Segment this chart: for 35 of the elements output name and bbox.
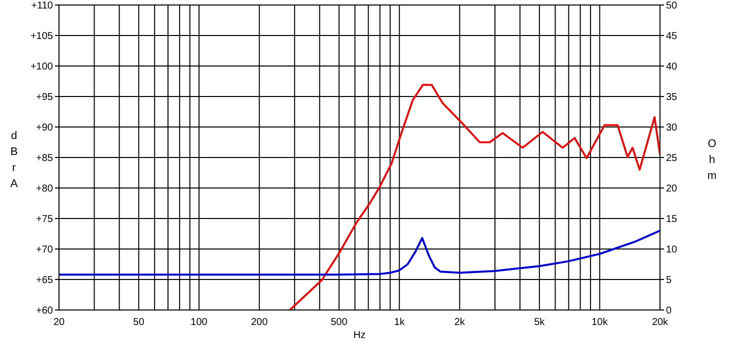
x-tick-label: 20k — [652, 317, 670, 328]
y-tick-label: +65 — [36, 275, 54, 286]
y-tick-label: +80 — [36, 184, 54, 195]
y-tick-label: +95 — [36, 92, 54, 104]
x-tick-label: 10k — [592, 317, 609, 328]
y-tick-label: +75 — [36, 214, 54, 226]
y2-tick-label: 40 — [666, 62, 678, 73]
x-tick-label: 1k — [394, 317, 406, 328]
x-tick-label: 500 — [330, 317, 348, 328]
y2-tick-label: 20 — [666, 184, 678, 195]
y-tick-label: +110 — [31, 0, 54, 12]
x-tick-label: 5k — [534, 317, 546, 328]
y2-tick-label: 50 — [666, 0, 678, 12]
y-axis-title: dBrA — [9, 129, 19, 192]
y2-tick-label: 45 — [666, 31, 678, 42]
x-tick-label: 100 — [190, 317, 208, 328]
y2-tick-label: 15 — [666, 214, 678, 226]
y-tick-label: +60 — [36, 306, 54, 317]
y2-tick-label: 0 — [666, 306, 672, 317]
y-tick-label: +85 — [36, 153, 54, 164]
x-tick-label: 200 — [250, 317, 268, 328]
y2-tick-label: 25 — [666, 153, 678, 164]
y2-tick-label: 30 — [666, 122, 678, 134]
x-tick-label: 2k — [454, 317, 466, 328]
x-axis-title: Hz — [353, 330, 366, 341]
x-tick-label: 50 — [133, 317, 145, 328]
y2-tick-label: 10 — [666, 244, 678, 256]
y2-axis-title: Ohm — [706, 137, 718, 184]
y-tick-label: +105 — [30, 31, 54, 42]
y-tick-label: +90 — [36, 122, 54, 134]
y-tick-label: +70 — [36, 244, 54, 256]
y-tick-label: +100 — [30, 62, 54, 73]
y2-tick-label: 5 — [666, 275, 672, 286]
x-tick-label: 20 — [53, 317, 65, 328]
y2-tick-label: 35 — [666, 92, 678, 104]
